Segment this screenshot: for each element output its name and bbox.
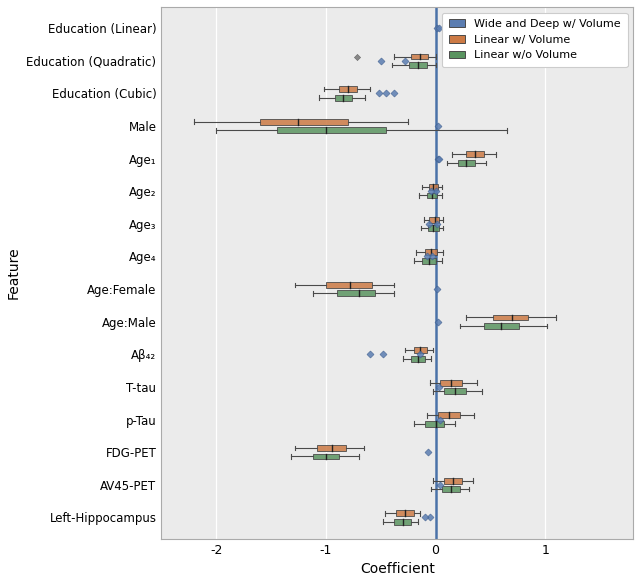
Point xyxy=(427,252,437,261)
Point xyxy=(446,56,456,65)
Point xyxy=(376,56,386,65)
Point xyxy=(433,317,443,326)
Point xyxy=(415,350,426,359)
Point xyxy=(431,23,442,33)
Legend: Wide and Deep w/ Volume, Linear w/ Volume, Linear w/o Volume: Wide and Deep w/ Volume, Linear w/ Volum… xyxy=(442,12,627,67)
Y-axis label: Feature: Feature xyxy=(7,247,21,299)
Bar xyxy=(422,258,436,264)
Point xyxy=(425,513,435,522)
Point xyxy=(426,187,436,196)
Bar xyxy=(429,217,439,223)
Bar xyxy=(424,250,436,255)
Bar xyxy=(424,421,444,427)
Bar xyxy=(339,86,356,92)
Point xyxy=(431,187,441,196)
Bar xyxy=(427,192,436,198)
Point xyxy=(435,480,445,490)
Point xyxy=(365,350,375,359)
Bar xyxy=(409,62,427,68)
Bar xyxy=(429,184,438,190)
Point xyxy=(435,415,445,424)
Bar xyxy=(493,315,528,321)
Point xyxy=(431,285,442,294)
Bar xyxy=(412,54,428,59)
Point xyxy=(434,154,444,163)
Bar xyxy=(326,282,372,288)
Point xyxy=(433,121,443,131)
Bar xyxy=(444,477,462,483)
Point xyxy=(579,23,589,33)
Point xyxy=(419,513,429,522)
X-axis label: Coefficient: Coefficient xyxy=(360,562,435,576)
Bar xyxy=(335,94,352,100)
Point xyxy=(597,23,607,33)
Bar xyxy=(313,454,339,459)
Point xyxy=(597,28,607,37)
Bar xyxy=(394,519,412,525)
Point xyxy=(422,252,432,261)
Point xyxy=(351,52,362,61)
Point xyxy=(423,448,433,457)
Bar xyxy=(477,30,490,36)
Point xyxy=(434,382,444,392)
Bar xyxy=(337,290,375,296)
Bar xyxy=(440,380,462,385)
Point xyxy=(400,56,410,65)
Bar xyxy=(484,323,519,329)
Point xyxy=(611,23,621,33)
Point xyxy=(615,28,625,37)
Bar xyxy=(438,412,460,418)
Point xyxy=(433,154,443,163)
Point xyxy=(434,23,444,33)
Point xyxy=(388,89,399,98)
Bar xyxy=(467,152,484,157)
Bar xyxy=(260,119,348,125)
Point xyxy=(378,350,388,359)
Bar xyxy=(412,356,424,361)
Bar xyxy=(276,127,386,133)
Bar xyxy=(413,347,427,353)
Bar xyxy=(444,388,467,394)
Point xyxy=(431,219,442,229)
Bar xyxy=(442,486,460,492)
Point xyxy=(381,89,391,98)
Bar xyxy=(317,445,346,451)
Bar xyxy=(475,21,488,27)
Bar xyxy=(458,160,475,166)
Bar xyxy=(428,225,439,231)
Point xyxy=(424,219,434,229)
Point xyxy=(373,89,383,98)
Bar xyxy=(396,510,413,516)
